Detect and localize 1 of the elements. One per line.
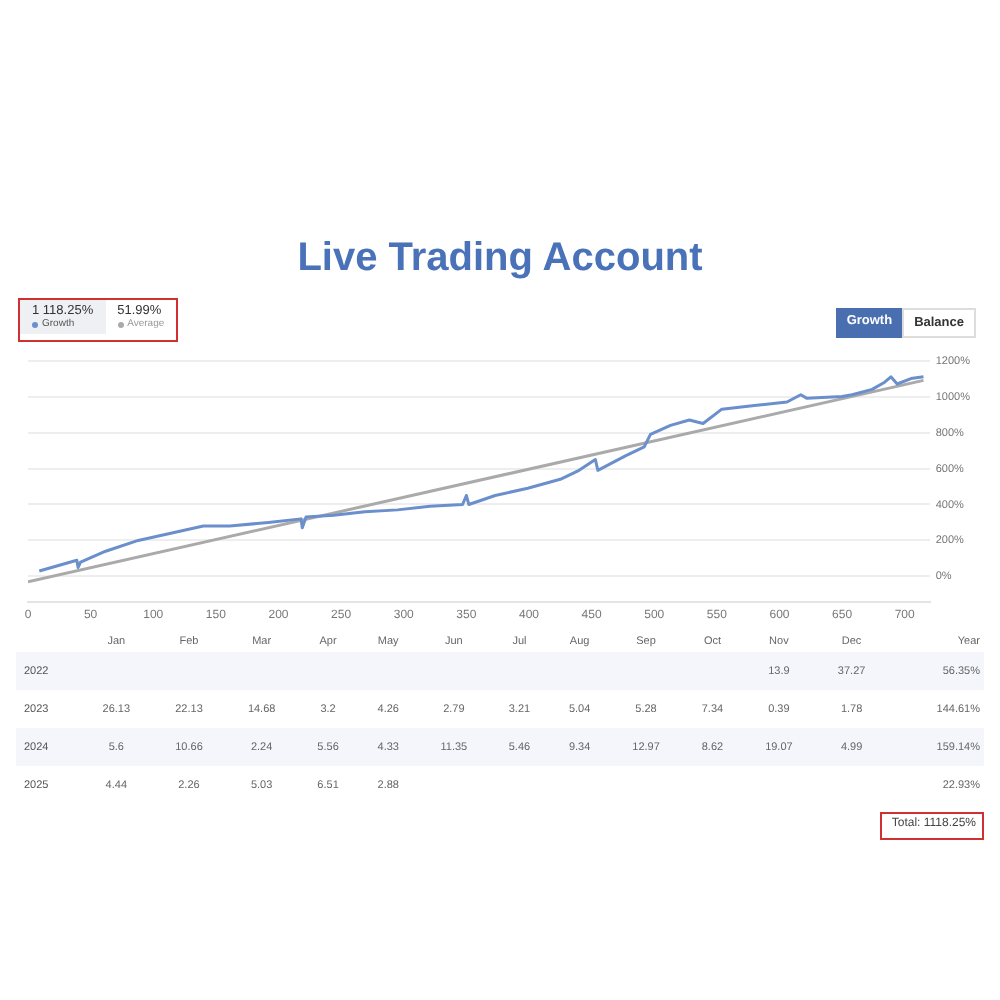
chart-title: Live Trading Account <box>295 236 705 284</box>
